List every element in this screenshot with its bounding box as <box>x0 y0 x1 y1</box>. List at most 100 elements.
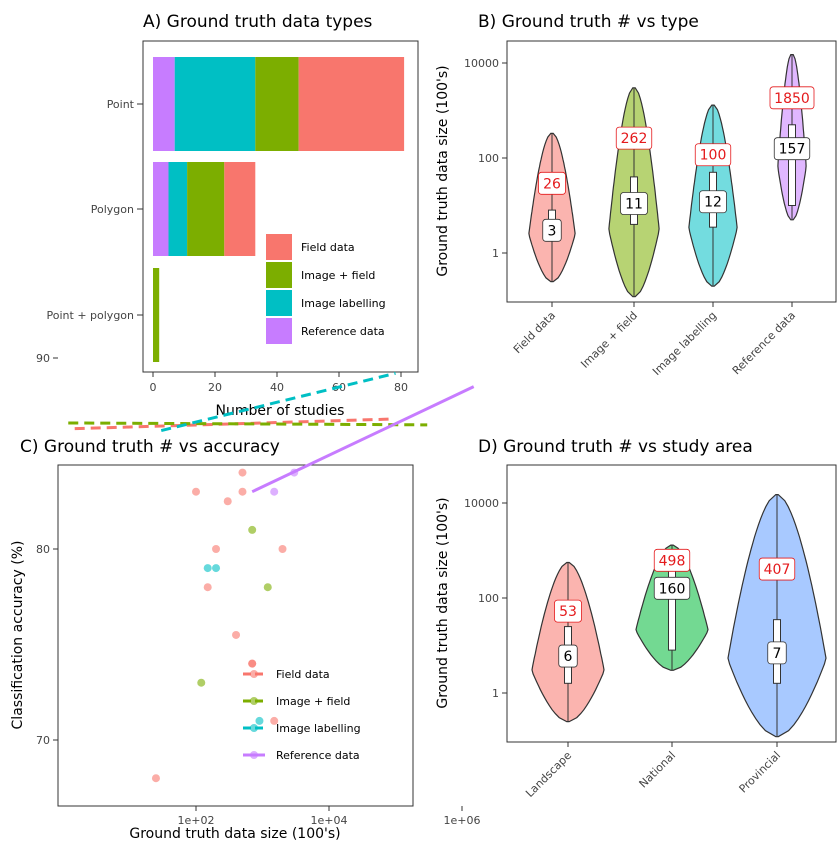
point-image-labelling <box>255 716 264 725</box>
trend-line-reference-data <box>251 385 475 494</box>
legend-dot-image-field <box>250 697 258 705</box>
panel-a-legend: Field data Image + field Image labelling Re… <box>266 234 386 344</box>
median-label-box-field-data <box>542 218 562 242</box>
x-tick-label-field-data: Field data <box>511 309 558 356</box>
mean-label-national: 498 <box>659 553 686 569</box>
mean-label-landscape: 53 <box>559 604 577 620</box>
mean-label-image-labelling: 100 <box>700 148 727 164</box>
legend-dot-reference-data <box>250 751 258 759</box>
panel-c-title: C) Ground truth # vs accuracy <box>20 437 280 457</box>
point-field-data <box>151 774 160 783</box>
point-field-data <box>212 545 221 553</box>
y-tick-label-10000: 10000 <box>464 497 499 510</box>
panel-c-y-label: Classification accuracy (%) <box>10 541 26 730</box>
panel-c-trend-lines <box>68 371 475 494</box>
bar-point-field-data <box>298 57 405 151</box>
y-tick-label-1: 1 <box>492 247 499 260</box>
panel-d-y-label: Ground truth data size (100's) <box>435 497 451 708</box>
mean-label-box-image-labelling <box>694 143 732 167</box>
bar-point-polygon-image-field <box>153 268 160 362</box>
panel-a-category-labels: Point Polygon Point + polygon <box>47 98 143 322</box>
point-field-data <box>232 630 241 639</box>
panel-b-x-ticks: Field data Image + field Image labelling Re… <box>511 302 798 378</box>
y-tick-label-90: 90 <box>36 352 50 365</box>
legend-label-reference-data: Reference data <box>276 749 360 762</box>
x-tick-label-image-labelling: Image labelling <box>650 309 719 378</box>
median-label-field-data: 3 <box>548 223 557 239</box>
legend-label-image-field: Image + field <box>301 269 375 282</box>
legend-label-image-labelling: Image labelling <box>276 722 361 735</box>
point-image-field <box>197 678 206 687</box>
panel-b-y-ticks: 1 100 10000 <box>464 57 507 260</box>
panel-d-x-ticks: Landscape National Provincial <box>523 742 783 800</box>
panel-d-violins: 6 53 160 498 7 407 <box>531 494 827 738</box>
panel-b-frame <box>506 40 837 303</box>
point-image-labelling <box>212 564 221 573</box>
panel-c-legend: Field data Image + field Image labelling Re… <box>243 668 361 762</box>
bar-polygon-image-labelling <box>168 162 188 256</box>
median-label-box-landscape <box>558 644 578 668</box>
panel-c-y-ticks: 70 80 90 <box>36 352 58 747</box>
panel-a-x-ticks: 020406080 <box>150 372 408 394</box>
point-field-data <box>223 497 232 506</box>
mean-label-image-field: 262 <box>621 131 648 147</box>
legend-dot-image-labelling <box>250 724 258 732</box>
x-tick-label-1e+02: 1e+02 <box>178 814 215 827</box>
median-label-box-image-field <box>620 192 648 215</box>
category-label-point-polygon: Point + polygon <box>47 309 135 322</box>
mean-label-box-field-data <box>538 171 566 195</box>
category-label-polygon: Polygon <box>91 203 134 216</box>
median-label-national: 160 <box>659 581 686 597</box>
panel-c-x-label: Ground truth data size (100's) <box>129 826 340 842</box>
panel-a-bars <box>153 57 405 362</box>
x-tick-label-20: 20 <box>208 381 222 394</box>
point-image-labelling <box>203 564 212 573</box>
mean-label-reference-data: 1850 <box>774 91 810 107</box>
legend-label-field-data: Field data <box>301 241 355 254</box>
median-label-provincial: 7 <box>773 646 782 662</box>
x-tick-label-national: National <box>637 749 679 791</box>
y-tick-label-70: 70 <box>36 734 50 747</box>
median-label-image-field: 11 <box>625 197 643 213</box>
panel-d-title: D) Ground truth # vs study area <box>478 437 753 457</box>
x-tick-label-1e+06: 1e+06 <box>444 814 481 827</box>
y-tick-label-100: 100 <box>478 592 499 605</box>
point-image-field <box>248 525 257 534</box>
panel-a: A) Ground truth data types PointPolygonP… <box>47 12 419 419</box>
point-image-field <box>263 583 272 592</box>
legend-label-image-field: Image + field <box>276 695 350 708</box>
box-reference-data <box>788 124 796 206</box>
median-label-reference-data: 157 <box>779 142 806 158</box>
point-field-data <box>278 545 287 553</box>
point-field-data <box>248 659 257 668</box>
panel-d: D) Ground truth # vs study area 6 53 160 49… <box>435 437 837 800</box>
mean-label-box-national <box>653 548 691 572</box>
point-reference-data <box>270 487 279 496</box>
legend-label-field-data: Field data <box>276 668 330 681</box>
legend-swatch-image-labelling <box>266 290 292 316</box>
panel-c-frame <box>57 464 414 807</box>
mean-label-box-landscape <box>554 599 582 623</box>
median-label-box-national <box>653 576 691 600</box>
point-field-data <box>238 468 247 477</box>
panel-b-title: B) Ground truth # vs type <box>478 12 699 32</box>
point-field-data <box>238 487 247 496</box>
x-tick-label-reference-data: Reference data <box>730 309 798 377</box>
bar-point-image-field <box>255 57 299 151</box>
x-tick-label-image-field: Image + field <box>578 309 640 371</box>
mean-label-field-data: 26 <box>543 176 561 192</box>
bar-point-image-labelling <box>174 57 256 151</box>
point-field-data <box>192 487 200 496</box>
legend-swatch-field-data <box>266 234 292 260</box>
mean-label-box-image-field <box>615 126 653 150</box>
y-tick-label-100: 100 <box>478 152 499 165</box>
median-label-image-labelling: 12 <box>704 195 722 211</box>
legend-label-image-labelling: Image labelling <box>301 297 386 310</box>
x-tick-label-provincial: Provincial <box>737 749 784 796</box>
x-tick-label-0: 0 <box>150 381 157 394</box>
y-tick-label-10000: 10000 <box>464 57 499 70</box>
panel-b-violins: 3 26 11 262 12 100 157 1850 <box>528 54 815 298</box>
median-label-box-provincial <box>767 641 787 665</box>
